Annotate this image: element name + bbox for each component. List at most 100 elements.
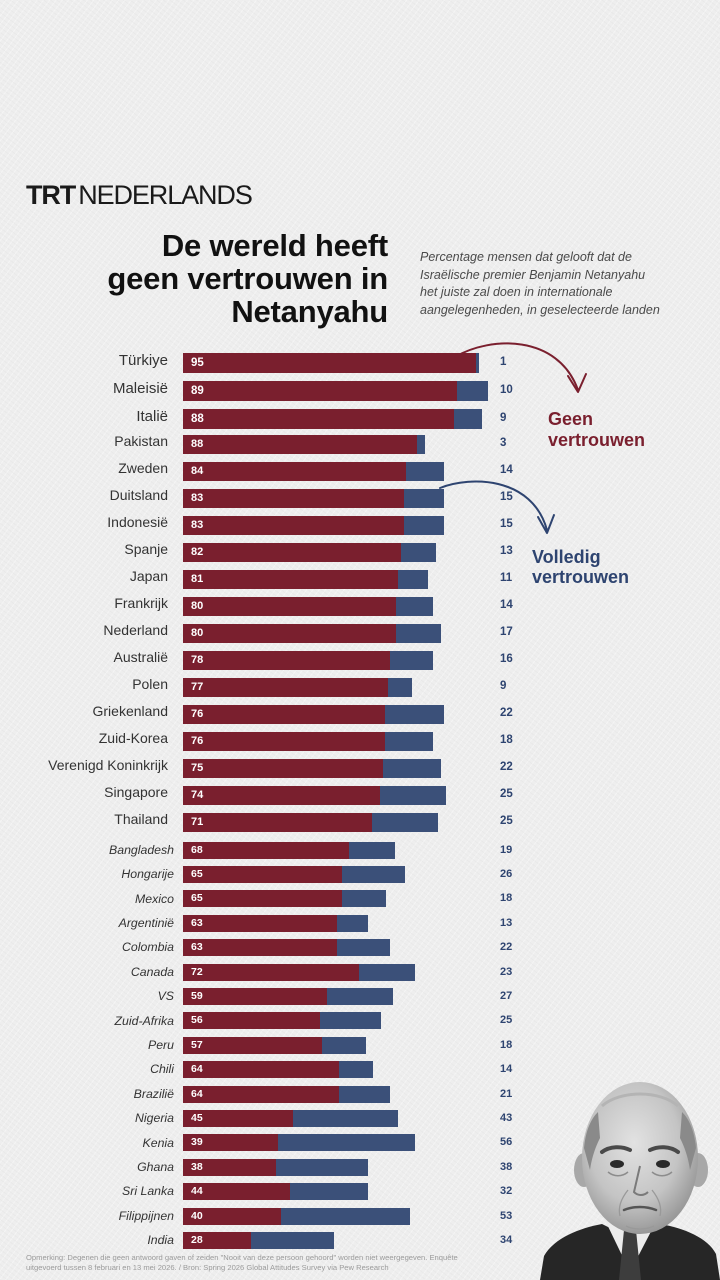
logo-trt: TRT [26, 180, 76, 210]
value-volledig-label: 18 [500, 892, 513, 905]
bar-geen-vertrouwen: 89 [183, 381, 458, 401]
value-geen-label: 84 [191, 464, 204, 477]
legend-geen-vertrouwen: Geen vertrouwen [548, 409, 646, 450]
value-volledig-label: 15 [500, 491, 513, 504]
value-volledig-label: 25 [500, 788, 513, 801]
country-label: Peru [148, 1038, 174, 1053]
value-volledig-label: 43 [500, 1111, 513, 1124]
arrow-volledig-vertrouwen-icon [439, 480, 555, 534]
arrow-geen-vertrouwen-icon [454, 342, 587, 393]
bar-volledig-vertrouwen [280, 1207, 410, 1225]
bar-volledig-vertrouwen [341, 865, 406, 883]
bar-geen-vertrouwen: 40 [183, 1207, 281, 1225]
value-volledig-label: 11 [500, 572, 513, 585]
bar-geen-vertrouwen: 81 [183, 569, 399, 589]
country-label: Frankrijk [114, 595, 168, 611]
value-volledig-label: 34 [500, 1233, 513, 1246]
bar-volledig-vertrouwen [385, 704, 444, 724]
bar-geen-vertrouwen: 65 [183, 865, 342, 883]
country-label: Kenia [142, 1135, 174, 1150]
value-geen-label: 77 [191, 680, 204, 693]
footnote-line: Opmerking: Degenen die geen antwoord gav… [26, 1253, 458, 1262]
bar-volledig-vertrouwen [339, 1085, 391, 1103]
value-volledig-label: 9 [500, 680, 507, 693]
value-geen-label: 39 [191, 1136, 203, 1149]
value-geen-label: 88 [191, 437, 204, 450]
country-label: Zuid-Afrika [114, 1013, 174, 1028]
chart-subtitle-line: het juiste zal doen in internationale [420, 285, 613, 300]
bar-geen-vertrouwen: 38 [183, 1158, 276, 1176]
bar-volledig-vertrouwen [275, 1158, 369, 1176]
bar-volledig-vertrouwen [398, 569, 428, 589]
value-geen-label: 71 [191, 815, 204, 828]
country-label: India [147, 1233, 174, 1248]
bar-volledig-vertrouwen [339, 1061, 374, 1079]
footnote-line: uitgevoerd tussen 8 februari en 13 mei 2… [26, 1263, 389, 1272]
value-geen-label: 80 [191, 599, 204, 612]
value-geen-label: 63 [191, 916, 203, 929]
bar-geen-vertrouwen: 39 [183, 1134, 279, 1152]
bar-geen-vertrouwen: 28 [183, 1231, 252, 1249]
bar-volledig-vertrouwen [457, 381, 488, 401]
bar-geen-vertrouwen: 56 [183, 1012, 320, 1030]
country-label: Zuid-Korea [98, 730, 168, 746]
bar-geen-vertrouwen: 74 [183, 785, 380, 805]
value-volledig-label: 14 [500, 1063, 513, 1076]
value-volledig-label: 25 [500, 815, 513, 828]
bar-volledig-vertrouwen [251, 1231, 335, 1249]
country-label: Singapore [104, 784, 168, 800]
value-geen-label: 44 [191, 1185, 203, 1198]
bar-geen-vertrouwen: 78 [183, 650, 391, 670]
footnote: Opmerking: Degenen die geen antwoord gav… [26, 1253, 458, 1273]
chart-title-line: De wereld heeft [161, 228, 388, 263]
country-label: Maleisië [112, 379, 168, 397]
country-label: Türkiye [118, 351, 168, 369]
bar-volledig-vertrouwen [379, 785, 447, 805]
value-volledig-label: 10 [500, 384, 513, 397]
bar-geen-vertrouwen: 88 [183, 434, 418, 454]
value-geen-label: 57 [191, 1038, 203, 1051]
value-volledig-label: 15 [500, 518, 513, 531]
value-volledig-label: 23 [500, 965, 513, 978]
value-volledig-label: 22 [500, 707, 513, 720]
value-volledig-label: 18 [500, 1038, 513, 1051]
bar-volledig-vertrouwen [290, 1183, 369, 1201]
country-label: Pakistan [114, 433, 168, 449]
value-volledig-label: 18 [500, 734, 513, 747]
value-volledig-label: 53 [500, 1209, 513, 1222]
bar-volledig-vertrouwen [322, 1036, 366, 1054]
value-volledig-label: 21 [500, 1087, 513, 1100]
bar-volledig-vertrouwen [326, 987, 393, 1005]
bar-geen-vertrouwen: 76 [183, 731, 386, 751]
country-label: Italië [136, 407, 168, 425]
value-geen-label: 64 [191, 1063, 203, 1076]
value-volledig-label: 3 [500, 437, 507, 450]
value-volledig-label: 17 [500, 626, 513, 639]
value-volledig-label: 22 [500, 941, 513, 954]
bar-volledig-vertrouwen [278, 1134, 415, 1152]
country-label: Sri Lanka [122, 1184, 174, 1199]
legend-volledig-vertrouwen: Volledig vertrouwen [532, 547, 630, 587]
value-geen-label: 88 [191, 413, 204, 425]
bar-volledig-vertrouwen [417, 434, 426, 454]
value-volledig-label: 22 [500, 761, 513, 774]
bar-geen-vertrouwen: 76 [183, 704, 386, 724]
logo-nederlands: NEDERLANDS [78, 180, 253, 210]
value-geen-label: 75 [191, 761, 204, 774]
bar-geen-vertrouwen: 88 [183, 409, 455, 429]
chart-title-line: Netanyahu [231, 294, 388, 329]
chart-subtitle-line: aangelegenheden, in geselecteerde landen [420, 303, 660, 318]
country-label: Spanje [124, 541, 168, 557]
bar-geen-vertrouwen: 82 [183, 542, 402, 562]
value-geen-label: 64 [191, 1087, 203, 1100]
chart-title-line: geen vertrouwen in [107, 261, 388, 296]
country-label: VS [157, 989, 174, 1004]
chart-subtitle: Percentage mensen dat gelooft dat de Isr… [420, 249, 660, 320]
value-geen-label: 72 [191, 965, 203, 978]
bar-geen-vertrouwen: 95 [183, 353, 476, 373]
chart-subtitle-line: Percentage mensen dat gelooft dat de [420, 250, 632, 264]
bar-geen-vertrouwen: 77 [183, 677, 388, 697]
country-label: Duitsland [109, 487, 168, 503]
bar-volledig-vertrouwen [382, 758, 442, 778]
